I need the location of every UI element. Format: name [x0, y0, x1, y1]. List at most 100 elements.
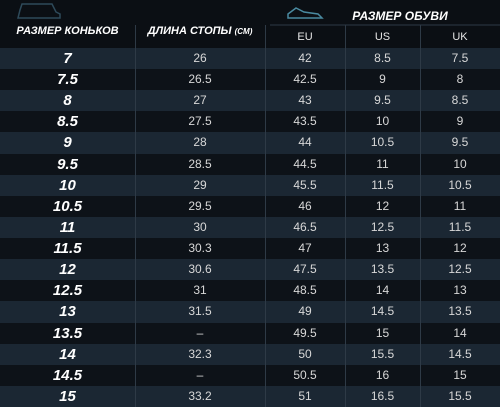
skate-size: 13 [59, 303, 76, 321]
size-value: 49 [298, 304, 312, 319]
size-value: 27 [193, 93, 207, 108]
size-value: 11.5 [448, 219, 472, 234]
table-row: 13 31.5 49 14.5 13.5 [0, 301, 500, 323]
size-value: 28 [193, 135, 207, 150]
size-value: 9.5 [451, 135, 469, 150]
size-value: 8.5 [451, 93, 469, 108]
size-value: 26.5 [188, 72, 212, 87]
column-divider [265, 25, 266, 407]
size-value: 51 [298, 388, 312, 403]
size-value: 26 [193, 51, 207, 65]
size-value: 10 [453, 156, 467, 171]
table-row: 14.5 – 50.5 16 15 [0, 364, 500, 386]
skate-size: 11.5 [53, 240, 82, 258]
skate-size: 13.5 [52, 324, 83, 342]
size-value: 10.5 [448, 177, 472, 192]
size-value: 9 [456, 114, 464, 129]
skate-size: 9.5 [57, 155, 78, 173]
size-value: 48.5 [293, 283, 317, 298]
column-divider [345, 25, 346, 407]
size-value: 12.5 [448, 262, 472, 277]
size-value: 15.5 [370, 346, 395, 361]
size-value: 11 [453, 198, 467, 213]
skate-size: 8 [63, 92, 72, 110]
size-value: 15 [453, 367, 467, 382]
size-value: 8 [456, 72, 464, 87]
size-value: 42 [298, 51, 312, 65]
size-value: 47 [298, 241, 312, 256]
size-value: 29 [193, 177, 207, 192]
size-value: 13 [453, 283, 467, 298]
skate-size: 12.5 [52, 282, 83, 300]
table-row: 8 27 43 9.5 8.5 [0, 90, 500, 112]
shoe-column-header: EU [297, 31, 313, 43]
column-divider [135, 25, 136, 407]
foot-length-unit: (СМ) [234, 27, 253, 36]
size-value: 14 [375, 283, 390, 298]
size-value: 11 [376, 156, 389, 171]
skate-icon [17, 3, 61, 19]
size-value: 49.5 [293, 325, 317, 340]
size-value: 12 [453, 241, 467, 256]
table-row: 7.5 26.5 42.5 9 8 [0, 69, 500, 91]
size-value: 31 [193, 283, 207, 298]
size-value: 9.5 [374, 93, 391, 108]
size-value: 14 [453, 325, 467, 340]
column-divider [420, 25, 421, 407]
shoe-size-header: РАЗМЕР ОБУВИ [352, 9, 448, 23]
shoe-column-header: UK [452, 31, 468, 43]
size-value: 45.5 [293, 177, 317, 192]
table-row: 10 29 45.5 11.5 10.5 [0, 174, 500, 196]
size-value: 46.5 [293, 219, 317, 234]
size-value: 8.5 [374, 51, 391, 65]
size-value: 31.5 [188, 304, 212, 319]
skate-size: 14.5 [52, 366, 83, 384]
size-value: 33.2 [188, 388, 212, 403]
size-value: 29.5 [188, 198, 212, 213]
size-value: 12 [375, 198, 390, 213]
size-value: – [196, 325, 204, 340]
skate-size: 10.5 [52, 197, 83, 215]
size-value: 10 [375, 114, 390, 129]
shoe-column-header: US [374, 31, 391, 43]
skate-size: 7.5 [57, 71, 78, 89]
shoe-icon [287, 7, 324, 19]
table-row: 11.5 30.3 47 13 12 [0, 238, 500, 260]
size-value: 50 [298, 346, 312, 361]
size-value: 30 [193, 219, 207, 234]
size-value: 42.5 [293, 72, 317, 87]
table-row: 11 30 46.5 12.5 11.5 [0, 216, 500, 239]
table-row: 9 28 44 10.5 9.5 [0, 132, 500, 154]
size-value: 27.5 [188, 114, 212, 129]
size-value: 10.5 [370, 135, 395, 150]
size-value: 14.5 [448, 346, 472, 361]
size-value: 50.5 [293, 367, 317, 382]
skate-size-header: РАЗМЕР КОНЬКОВ [16, 25, 119, 37]
size-value: 30.6 [188, 262, 212, 277]
size-value: 13.5 [448, 304, 472, 319]
skate-size: 15 [59, 387, 76, 405]
size-value: 13.5 [370, 262, 395, 277]
size-value: 28.5 [188, 156, 212, 171]
size-value: 47.5 [293, 262, 317, 277]
skate-size: 9 [63, 134, 72, 152]
table-row: 8.5 27.5 43.5 10 9 [0, 111, 500, 133]
header-graphics [0, 0, 500, 48]
table-row: 13.5 – 49.5 15 14 [0, 322, 500, 344]
size-value: 16.5 [370, 388, 395, 403]
foot-length-header: ДЛИНА СТОПЫ (СМ) [135, 25, 265, 37]
size-value: 15.5 [448, 388, 472, 403]
table-row: 10.5 29.5 46 12 11 [0, 195, 500, 217]
size-value: 46 [298, 198, 312, 213]
skate-size: 7 [63, 50, 72, 67]
size-value: 7.5 [451, 51, 469, 65]
skate-size: 14 [59, 345, 76, 363]
skate-size: 10 [59, 176, 76, 194]
size-value: 14.5 [370, 304, 395, 319]
table-row: 9.5 28.5 44.5 11 10 [0, 153, 500, 175]
size-value: 30.3 [188, 241, 212, 256]
size-value: 16 [375, 367, 390, 382]
size-value: 15 [375, 325, 390, 340]
size-value: 9 [379, 72, 386, 87]
